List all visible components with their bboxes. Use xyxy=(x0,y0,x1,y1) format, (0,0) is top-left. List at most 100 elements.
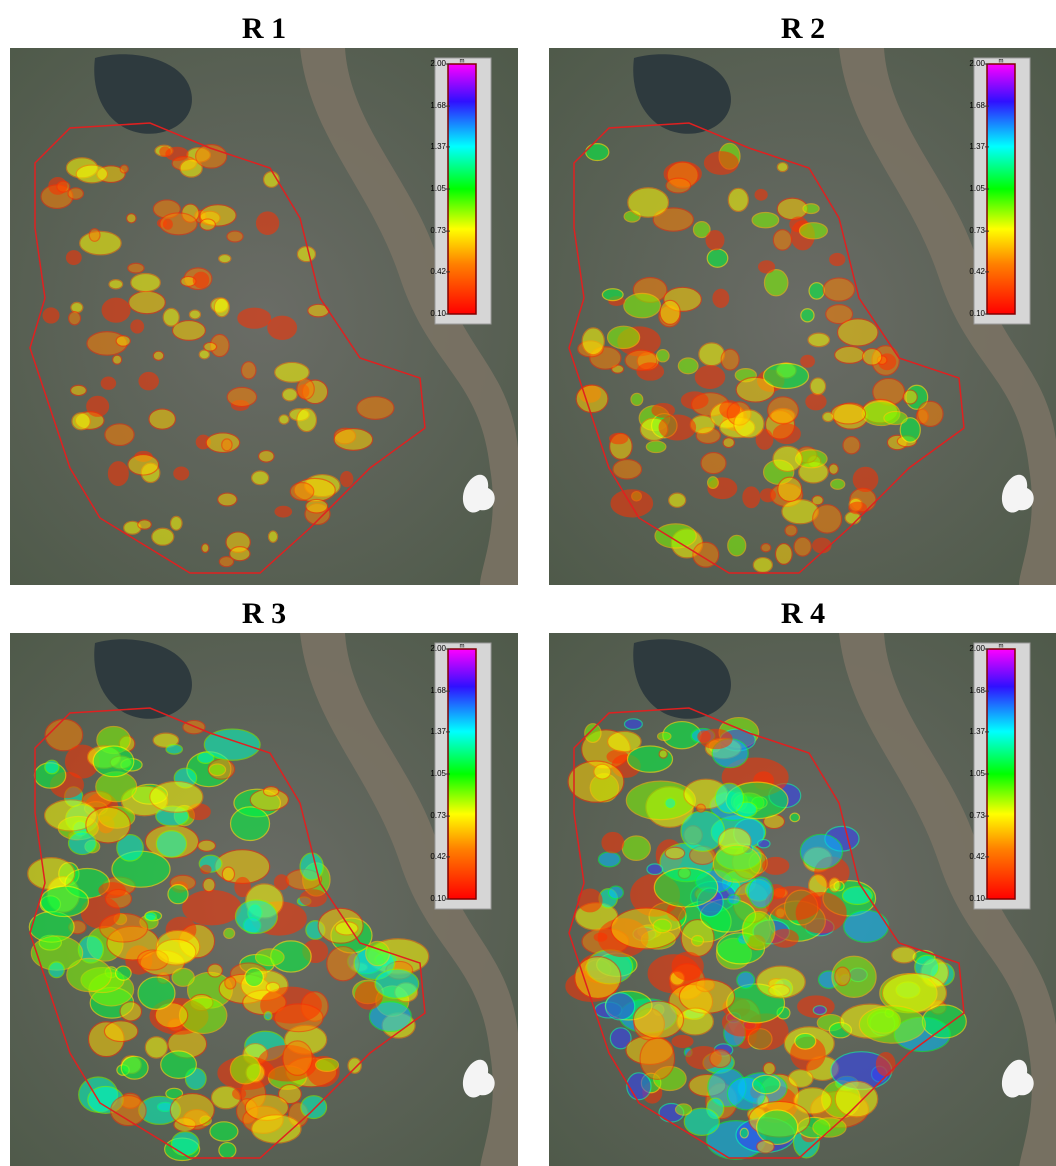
flood-patch xyxy=(282,388,297,400)
flood-patch xyxy=(795,1033,816,1049)
flood-patch xyxy=(113,355,122,364)
flood-patch xyxy=(152,528,174,545)
legend-tick-label: 1.05 xyxy=(430,769,446,778)
flood-patch xyxy=(225,977,236,989)
flood-patch xyxy=(763,857,789,874)
flood-patch xyxy=(728,535,746,556)
flood-patch xyxy=(28,858,75,890)
flood-patch xyxy=(297,408,317,431)
flood-patch xyxy=(748,877,773,908)
flood-patch xyxy=(93,746,134,777)
flood-patch xyxy=(681,392,707,409)
flood-patch xyxy=(737,972,755,989)
legend-tick-label: 1.68 xyxy=(969,686,985,695)
flood-patch xyxy=(166,744,182,754)
flood-patch xyxy=(710,1049,731,1067)
legend-tick-label: 1.37 xyxy=(969,142,985,151)
flood-patch xyxy=(844,910,889,942)
flood-patch xyxy=(598,852,620,867)
legend-tick-label: 1.37 xyxy=(430,727,446,736)
flood-patch xyxy=(660,300,680,324)
flood-patch xyxy=(803,204,819,214)
flood-patch xyxy=(624,719,642,730)
legend-tick-label: 0.73 xyxy=(969,226,985,235)
flood-patch xyxy=(665,847,685,859)
flood-patch xyxy=(208,964,223,977)
flood-patch xyxy=(116,336,130,347)
flood-patch xyxy=(903,390,917,404)
color-bar xyxy=(987,64,1015,314)
flood-patch xyxy=(279,415,289,424)
flood-patch xyxy=(849,502,867,514)
legend-tick-label: 2.00 xyxy=(430,59,446,68)
flood-patch xyxy=(843,437,860,454)
flood-patch xyxy=(622,836,650,860)
flood-patch xyxy=(99,883,125,898)
figure: R 1m2.001.681.371.050.730.420.10R 2m2.00… xyxy=(0,0,1056,1166)
flood-patch xyxy=(657,350,670,362)
flood-patch xyxy=(637,363,663,380)
flood-patch xyxy=(145,1037,167,1058)
flood-patch xyxy=(300,890,326,907)
legend-tick-label: 0.10 xyxy=(430,309,446,318)
flood-patch xyxy=(138,977,175,1009)
flood-patch xyxy=(586,144,609,161)
flood-patch xyxy=(801,355,815,367)
flood-patch xyxy=(300,853,323,880)
flood-patch xyxy=(230,547,250,561)
flood-patch xyxy=(763,363,808,388)
flood-patch xyxy=(268,531,277,542)
flood-patch xyxy=(209,764,225,776)
flood-patch xyxy=(283,1041,313,1076)
flood-patch xyxy=(252,1115,301,1143)
flood-patch xyxy=(348,1058,361,1073)
flood-patch xyxy=(224,928,235,938)
flood-patch xyxy=(707,249,728,267)
flood-patch xyxy=(640,1038,675,1080)
flood-patch xyxy=(274,875,288,890)
flood-patch xyxy=(357,397,394,420)
panel-title: R 2 xyxy=(781,12,825,45)
legend-tick-label: 0.73 xyxy=(430,811,446,820)
flood-patch xyxy=(699,343,725,366)
legend-tick-label: 1.05 xyxy=(969,184,985,193)
flood-patch xyxy=(105,424,134,446)
flood-patch xyxy=(813,538,831,553)
flood-patch xyxy=(692,936,704,947)
flood-patch xyxy=(918,401,943,426)
flood-patch xyxy=(605,993,634,1020)
flood-patch xyxy=(778,477,802,501)
flood-patch xyxy=(172,968,194,986)
flood-patch xyxy=(69,312,81,325)
flood-patch xyxy=(219,1143,236,1158)
flood-patch xyxy=(794,537,811,556)
flood-patch xyxy=(753,1075,780,1093)
flood-patch xyxy=(757,1110,798,1145)
flood-patch xyxy=(713,289,729,307)
flood-patch xyxy=(268,316,297,339)
flood-patch xyxy=(290,483,314,501)
flood-patch xyxy=(101,377,115,389)
flood-patch xyxy=(71,302,83,312)
flood-patch xyxy=(128,455,159,476)
flood-patch xyxy=(653,919,671,933)
legend-tick-label: 0.42 xyxy=(430,267,446,276)
map-panel: m2.001.681.371.050.730.420.10 xyxy=(549,48,1056,585)
flood-patch xyxy=(121,1056,148,1079)
flood-patch xyxy=(227,231,243,242)
flood-patch xyxy=(759,261,775,273)
flood-patch xyxy=(170,1093,214,1126)
flood-patch xyxy=(235,900,277,933)
flood-patch xyxy=(835,1081,877,1117)
flood-patch xyxy=(89,229,100,242)
flood-patch xyxy=(665,798,676,809)
flood-patch xyxy=(222,867,234,881)
flood-patch xyxy=(375,969,419,998)
flood-patch xyxy=(608,886,623,899)
legend-tick-label: 2.00 xyxy=(969,644,985,653)
flood-patch xyxy=(801,309,814,322)
flood-patch xyxy=(706,231,724,250)
flood-patch xyxy=(120,165,128,173)
flood-patch xyxy=(202,544,209,553)
flood-patch xyxy=(676,1104,692,1115)
